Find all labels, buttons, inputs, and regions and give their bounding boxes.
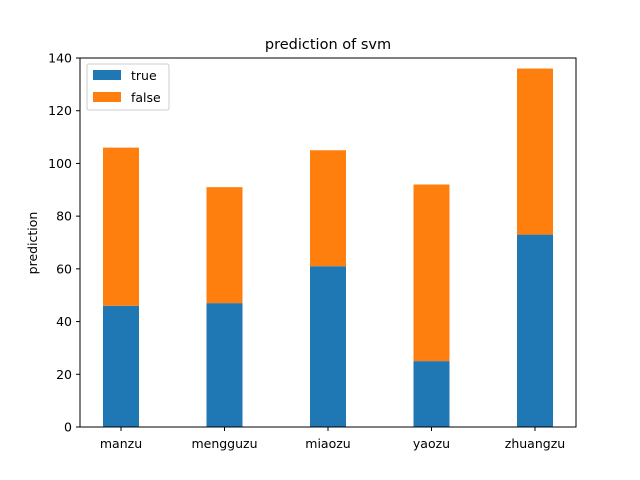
bar-false-mengguzu xyxy=(206,187,243,304)
y-tick-label: 20 xyxy=(56,367,72,382)
y-tick-label: 140 xyxy=(48,51,72,66)
legend-swatch-true xyxy=(93,70,121,80)
legend-label-false: false xyxy=(131,90,161,105)
x-tick-label: yaozu xyxy=(413,436,450,451)
bar-true-zhuangzu xyxy=(517,234,553,427)
bar-true-miaozu xyxy=(310,266,346,427)
bar-false-zhuangzu xyxy=(517,68,553,235)
bar-false-miaozu xyxy=(310,150,346,267)
y-tick-label: 120 xyxy=(48,103,72,118)
y-ticks-group: 0 20 40 60 80 100 120 140 xyxy=(48,51,80,435)
bar-true-manzu xyxy=(103,305,139,427)
bar-false-yaozu xyxy=(413,184,450,362)
x-tick-label: miaozu xyxy=(305,436,350,451)
y-tick-label: 100 xyxy=(48,156,72,171)
x-ticks-group: manzu mengguzu miaozu yaozu zhuangzu xyxy=(100,427,565,451)
chart-title: prediction of svm xyxy=(265,37,391,53)
bars-group xyxy=(103,68,553,427)
x-tick-label: mengguzu xyxy=(191,436,257,451)
y-tick-label: 0 xyxy=(64,420,72,435)
x-tick-label: manzu xyxy=(100,436,142,451)
x-tick-label: zhuangzu xyxy=(505,436,565,451)
legend-label-true: true xyxy=(131,68,157,83)
legend: true false xyxy=(86,63,170,111)
legend-swatch-false xyxy=(93,92,121,102)
bar-true-yaozu xyxy=(413,361,450,427)
y-tick-label: 40 xyxy=(56,314,72,329)
bar-true-mengguzu xyxy=(206,303,243,427)
plot-frame xyxy=(79,57,577,428)
y-tick-label: 60 xyxy=(56,261,72,276)
y-axis-label: prediction xyxy=(25,212,40,275)
bar-false-manzu xyxy=(103,147,139,306)
y-tick-label: 80 xyxy=(56,209,72,224)
